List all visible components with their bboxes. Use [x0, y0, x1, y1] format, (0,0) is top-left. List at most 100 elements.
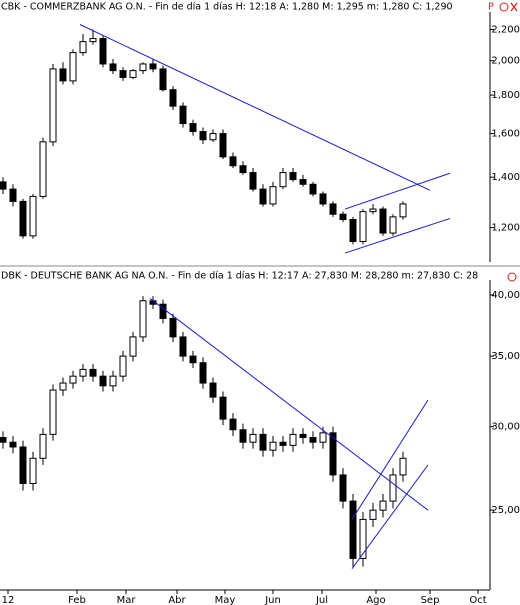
- panel-title: DBK - DEUTSCHE BANK AG NA O.N. - Fin de …: [1, 271, 478, 282]
- candle-body: [209, 382, 217, 398]
- candle-body: [349, 219, 357, 242]
- candle-body: [329, 432, 337, 476]
- help-icon[interactable]: [499, 2, 509, 12]
- candle-body: [339, 474, 347, 502]
- candle-body: [29, 457, 37, 484]
- x-tick-label: Jun: [264, 595, 281, 605]
- candle-body: [359, 211, 367, 242]
- candle-body: [369, 208, 377, 213]
- candle-body: [49, 68, 57, 143]
- x-tick-label: Ago: [366, 595, 385, 605]
- candle-body: [179, 105, 187, 125]
- x-tick-label: 12: [2, 595, 15, 605]
- candle-body: [329, 203, 337, 215]
- candle-body: [19, 200, 27, 237]
- candle-body: [339, 213, 347, 221]
- candle-body: [219, 396, 227, 420]
- candle-body: [169, 89, 177, 107]
- x-tick-label: Abr: [168, 595, 186, 605]
- trend-line: [351, 399, 429, 520]
- candle-body: [289, 172, 297, 181]
- candle-body: [319, 432, 327, 443]
- candle-body: [279, 172, 287, 188]
- candle-body: [389, 474, 397, 502]
- candle-body: [99, 38, 107, 65]
- candle-body: [189, 123, 197, 133]
- y-tick-label: 25,00: [491, 505, 520, 516]
- candle-body: [59, 382, 67, 391]
- candle-body: [299, 179, 307, 185]
- y-tick-label: 30,00: [491, 422, 520, 433]
- y-tick-label: 1,800: [491, 90, 520, 101]
- candle-body: [119, 70, 127, 78]
- x-tick-label: Mar: [117, 595, 137, 605]
- candle-body: [249, 172, 257, 190]
- candle-body: [119, 355, 127, 377]
- y-tick-label: 2,200: [491, 25, 520, 36]
- trend-line: [351, 464, 429, 569]
- candle-body: [229, 156, 237, 167]
- candle-body: [149, 63, 157, 70]
- x-tick-label: Oct: [469, 595, 486, 605]
- y-tick-label: 1,200: [491, 223, 520, 234]
- candle-body: [159, 303, 167, 319]
- candle-body: [309, 183, 317, 195]
- candle-body: [269, 441, 277, 451]
- candle-body: [239, 165, 247, 174]
- candle-body: [369, 509, 377, 520]
- panel-title: CBK - COMMERZBANK AG O.N. - Fin de día 1…: [1, 2, 453, 13]
- x-tick-label: Sep: [421, 595, 440, 605]
- candle-body: [79, 368, 87, 377]
- trend-line: [344, 172, 451, 210]
- x-tick-label: May: [215, 595, 236, 605]
- candle-body: [229, 418, 237, 431]
- y-tick-label: 35,00: [491, 351, 520, 362]
- candle-body: [399, 457, 407, 476]
- candle-body: [239, 429, 247, 443]
- candle-body: [0, 181, 7, 190]
- candle-body: [219, 133, 227, 158]
- candle-body: [169, 317, 177, 338]
- close-icon[interactable]: [510, 2, 518, 12]
- y-tick-label: 1,600: [491, 129, 520, 140]
- help-icon[interactable]: [507, 272, 517, 282]
- candle-body: [99, 375, 107, 387]
- candle-body: [299, 433, 307, 439]
- candle-body: [0, 437, 7, 443]
- y-tick-label: 2,000: [491, 56, 520, 67]
- x-tick-label: Jul: [315, 595, 328, 605]
- candle-body: [359, 518, 367, 559]
- candle-body: [159, 68, 167, 91]
- candle-body: [179, 336, 187, 357]
- candle-body: [9, 441, 17, 448]
- candle-body: [129, 70, 137, 78]
- candle-body: [279, 441, 287, 446]
- candle-body: [109, 375, 117, 387]
- candle-body: [289, 433, 297, 446]
- candle-body: [109, 63, 117, 72]
- candle-body: [189, 355, 197, 364]
- candle-body: [9, 188, 17, 202]
- candle-body: [29, 195, 37, 237]
- candle-body: [389, 216, 397, 234]
- candle-body: [39, 141, 47, 197]
- candle-body: [89, 38, 97, 43]
- candle-body: [259, 433, 267, 451]
- trend-line: [79, 24, 431, 191]
- candle-body: [199, 362, 207, 384]
- candle-body: [319, 193, 327, 205]
- status-flag: P: [488, 2, 494, 13]
- candle-body: [209, 133, 217, 141]
- candle-body: [139, 63, 147, 72]
- candle-body: [39, 433, 47, 459]
- candle-body: [49, 389, 57, 435]
- candle-body: [79, 41, 87, 54]
- candle-body: [379, 500, 387, 511]
- candle-body: [89, 368, 97, 377]
- y-tick-label: 1,400: [491, 172, 520, 183]
- y-tick-label: 40,00: [491, 290, 520, 301]
- candle-body: [19, 446, 27, 484]
- candle-body: [69, 52, 77, 82]
- candle-body: [69, 375, 77, 384]
